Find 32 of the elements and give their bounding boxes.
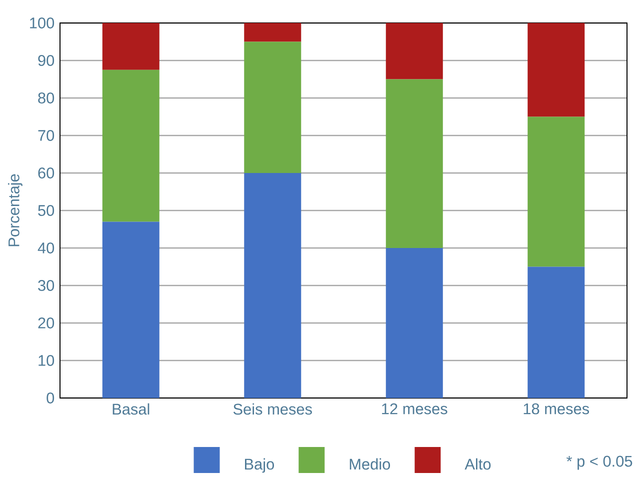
y-tick-label: 0 (46, 392, 54, 404)
x-tick-label: Seis meses (233, 403, 312, 415)
bar (386, 79, 443, 248)
bar (102, 222, 160, 398)
x-tick-label: 12 meses (382, 403, 448, 414)
bar (528, 266, 585, 398)
bar (528, 116, 585, 267)
y-axis-title: Porcentaje (8, 174, 22, 246)
y-tick-label: 20 (38, 318, 54, 328)
bar (386, 248, 443, 398)
y-tick-label: 30 (38, 280, 54, 291)
legend-label: Alto (464, 458, 491, 470)
bar (102, 70, 160, 222)
y-tick-label: 90 (38, 55, 54, 66)
bar (244, 22, 302, 42)
legend-label: Bajo (245, 458, 274, 473)
bar (528, 22, 585, 117)
x-tick-label: Basal (112, 403, 150, 415)
y-tick-label: 80 (38, 92, 54, 104)
bar (386, 22, 443, 80)
text: * p < 0.05 (566, 456, 632, 470)
bar (244, 42, 302, 173)
y-tick-label: 40 (38, 242, 54, 254)
y-tick-label: 50 (38, 205, 54, 216)
bar (244, 172, 302, 398)
y-tick-label: 60 (38, 168, 54, 178)
bar (102, 22, 160, 70)
y-tick-label: 10 (38, 355, 54, 366)
legend-label: Medio (350, 458, 390, 470)
x-tick-label: 18 meses (524, 403, 590, 414)
y-tick-label: 70 (38, 130, 54, 141)
y-tick-label: 100 (30, 18, 54, 28)
